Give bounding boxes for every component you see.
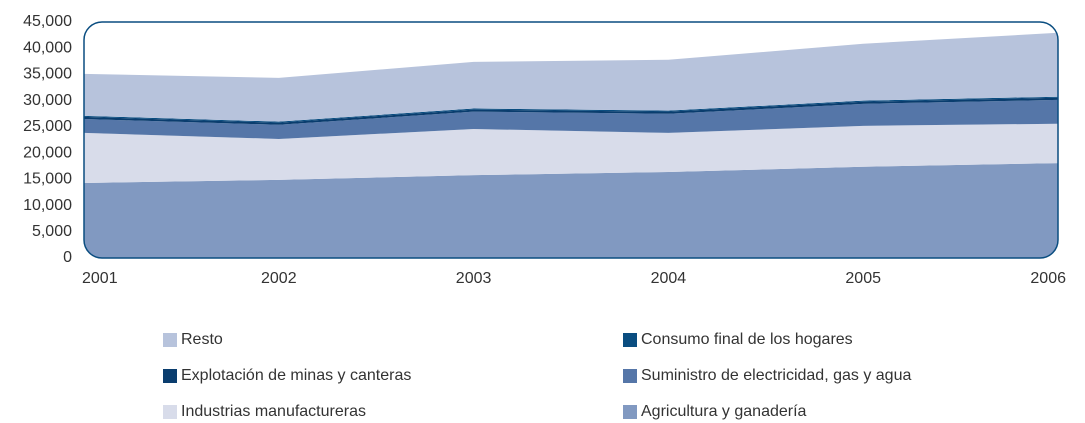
legend-label: Consumo final de los hogares [641,331,853,348]
area [84,32,1058,122]
x-tick-label: 2001 [82,270,118,287]
area [84,97,1058,125]
area [84,99,1058,139]
legend-swatch [623,405,637,419]
y-tick-label: 30,000 [23,92,72,109]
area [84,96,1058,123]
y-tick-label: 40,000 [23,39,72,56]
y-tick-label: 45,000 [23,13,72,30]
legend-label: Industrias manufactureras [181,403,366,420]
plot-border [83,21,1059,259]
x-tick-label: 2006 [1030,270,1066,287]
legend-swatch [163,333,177,347]
legend-label: Resto [181,331,223,348]
y-tick-label: 20,000 [23,144,72,161]
area [84,163,1058,258]
y-tick-label: 25,000 [23,118,72,135]
plot-area [84,32,1058,258]
x-tick-label: 2002 [261,270,297,287]
legend-swatch [623,369,637,383]
legend-swatch [623,333,637,347]
y-tick-label: 5,000 [32,223,72,240]
legend-swatch [163,405,177,419]
legend-label: Agricultura y ganadería [641,403,807,420]
y-tick-label: 10,000 [23,197,72,214]
y-tick-label: 15,000 [23,171,72,188]
x-tick-label: 2005 [845,270,881,287]
legend-label: Suministro de electricidad, gas y agua [641,367,911,384]
legend-label: Explotación de minas y canteras [181,367,411,384]
x-tick-label: 2004 [651,270,687,287]
legend-swatch [163,369,177,383]
area [84,123,1058,184]
y-tick-label: 35,000 [23,66,72,83]
y-tick-label: 0 [63,249,72,266]
x-tick-label: 2003 [456,270,492,287]
